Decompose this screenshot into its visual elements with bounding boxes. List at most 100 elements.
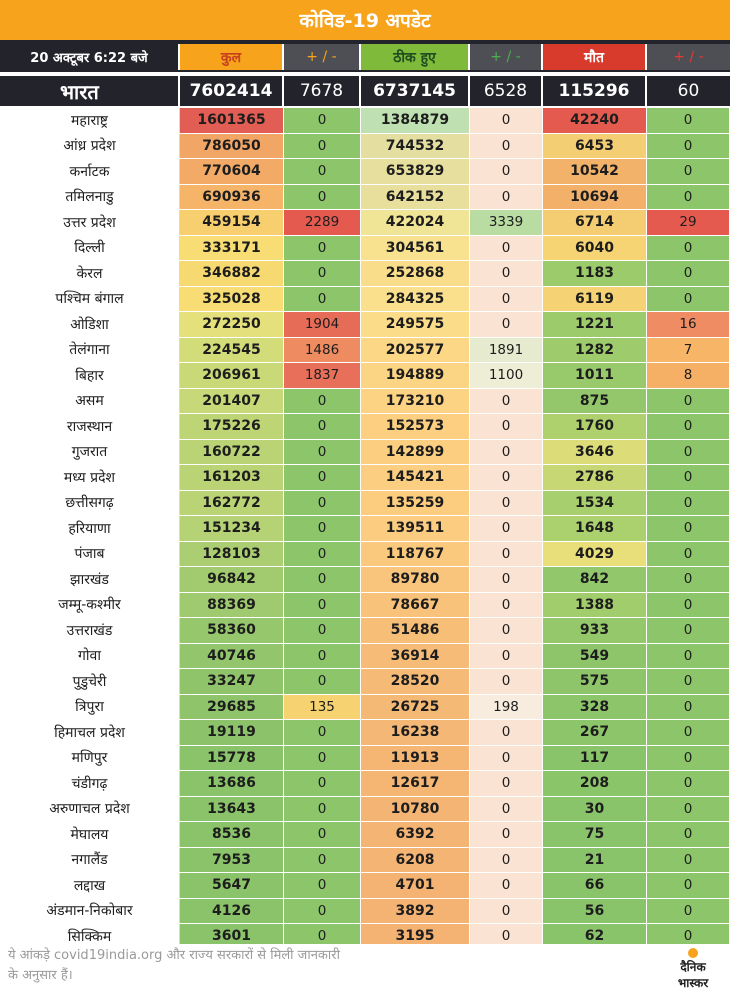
recovered-cases: 284325: [361, 286, 470, 311]
table-row: हरियाणा 151234 0 139511 0 1648 0: [0, 516, 730, 542]
recovered-cases: 642152: [361, 184, 470, 209]
total-change: 0: [284, 286, 361, 311]
death-change: 0: [647, 822, 730, 847]
recovered-header: ठीक हुए: [361, 44, 470, 70]
death-cases: 30: [543, 796, 647, 821]
total-cases: 224545: [180, 337, 284, 362]
state-name: केरल: [0, 261, 180, 286]
recovered-change: 0: [470, 312, 543, 337]
table-row: झारखंड 96842 0 89780 0 842 0: [0, 567, 730, 593]
total-change: 0: [284, 745, 361, 770]
state-name: दिल्ली: [0, 235, 180, 260]
total-cases: 5647: [180, 873, 284, 898]
death-cases: 208: [543, 771, 647, 796]
recovered-cases: 145421: [361, 465, 470, 490]
death-change: 16: [647, 312, 730, 337]
recovered-change: 0: [470, 490, 543, 515]
total-change: 0: [284, 592, 361, 617]
total-cases: 7953: [180, 847, 284, 872]
total-change: 0: [284, 847, 361, 872]
total-cases: 88369: [180, 592, 284, 617]
table-row: त्रिपुरा 29685 135 26725 198 328 0: [0, 694, 730, 720]
death-cases: 75: [543, 822, 647, 847]
total-change: 0: [284, 414, 361, 439]
total-change: 0: [284, 388, 361, 413]
death-change: 0: [647, 694, 730, 719]
recovered-cases: 152573: [361, 414, 470, 439]
death-change: 0: [647, 669, 730, 694]
deaths-change-header: + / -: [647, 44, 730, 70]
date-header: 20 अक्टूबर 6:22 बजे: [0, 44, 180, 70]
death-cases: 1183: [543, 261, 647, 286]
logo-sun-icon: [688, 948, 698, 958]
recovered-cases: 202577: [361, 337, 470, 362]
recovered-cases: 653829: [361, 159, 470, 184]
recovered-cases: 422024: [361, 210, 470, 235]
recovered-change: 0: [470, 898, 543, 923]
death-change: 0: [647, 261, 730, 286]
total-change: 0: [284, 235, 361, 260]
total-cases: 162772: [180, 490, 284, 515]
death-change: 0: [647, 592, 730, 617]
table-row: तमिलनाडु 690936 0 642152 0 10694 0: [0, 184, 730, 210]
total-change: 1486: [284, 337, 361, 362]
death-change: 0: [647, 439, 730, 464]
state-name: उत्तर प्रदेश: [0, 210, 180, 235]
total-change: 1837: [284, 363, 361, 388]
death-cases: 1011: [543, 363, 647, 388]
recovered-cases: 252868: [361, 261, 470, 286]
total-change-header: + / -: [284, 44, 361, 70]
state-name: बिहार: [0, 363, 180, 388]
total-change: 0: [284, 567, 361, 592]
state-name: छत्तीसगढ़: [0, 490, 180, 515]
death-cases: 6714: [543, 210, 647, 235]
total-change: 0: [284, 465, 361, 490]
death-cases: 267: [543, 720, 647, 745]
total-change: 0: [284, 643, 361, 668]
total-change: 0: [284, 618, 361, 643]
table-row: पुडुचेरी 33247 0 28520 0 575 0: [0, 669, 730, 695]
table-row: बिहार 206961 1837 194889 1100 1011 8: [0, 363, 730, 389]
death-cases: 56: [543, 898, 647, 923]
death-change: 0: [647, 108, 730, 133]
death-cases: 6453: [543, 133, 647, 158]
india-total-change: 7678: [284, 76, 361, 106]
recovered-cases: 139511: [361, 516, 470, 541]
total-change: 0: [284, 898, 361, 923]
state-name: राजस्थान: [0, 414, 180, 439]
total-cases: 151234: [180, 516, 284, 541]
death-change: 0: [647, 771, 730, 796]
total-change: 0: [284, 439, 361, 464]
state-name: मेघालय: [0, 822, 180, 847]
total-cases: 58360: [180, 618, 284, 643]
table-row: आंध्र प्रदेश 786050 0 744532 0 6453 0: [0, 133, 730, 159]
total-cases: 15778: [180, 745, 284, 770]
total-change: 0: [284, 133, 361, 158]
table-row: पंजाब 128103 0 118767 0 4029 0: [0, 541, 730, 567]
total-change: 0: [284, 108, 361, 133]
death-change: 0: [647, 490, 730, 515]
death-change: 0: [647, 567, 730, 592]
death-cases: 842: [543, 567, 647, 592]
recovered-change: 0: [470, 873, 543, 898]
table-row: हिमाचल प्रदेश 19119 0 16238 0 267 0: [0, 720, 730, 746]
table-row: महाराष्ट्र 1601365 0 1384879 0 42240 0: [0, 108, 730, 134]
footer: ये आंकड़े covid19india.org और राज्य सरका…: [0, 944, 730, 1004]
total-cases: 128103: [180, 541, 284, 566]
state-name: हिमाचल प्रदेश: [0, 720, 180, 745]
total-change: 0: [284, 771, 361, 796]
total-change: 0: [284, 873, 361, 898]
state-name: नगालैंड: [0, 847, 180, 872]
table-row: असम 201407 0 173210 0 875 0: [0, 388, 730, 414]
total-change: 0: [284, 184, 361, 209]
recovered-cases: 78667: [361, 592, 470, 617]
death-change: 0: [647, 873, 730, 898]
total-change: 135: [284, 694, 361, 719]
state-name: मध्य प्रदेश: [0, 465, 180, 490]
total-change: 1904: [284, 312, 361, 337]
death-change: 0: [647, 465, 730, 490]
recovered-cases: 6208: [361, 847, 470, 872]
recovered-cases: 3892: [361, 898, 470, 923]
recovered-cases: 51486: [361, 618, 470, 643]
total-cases: 206961: [180, 363, 284, 388]
